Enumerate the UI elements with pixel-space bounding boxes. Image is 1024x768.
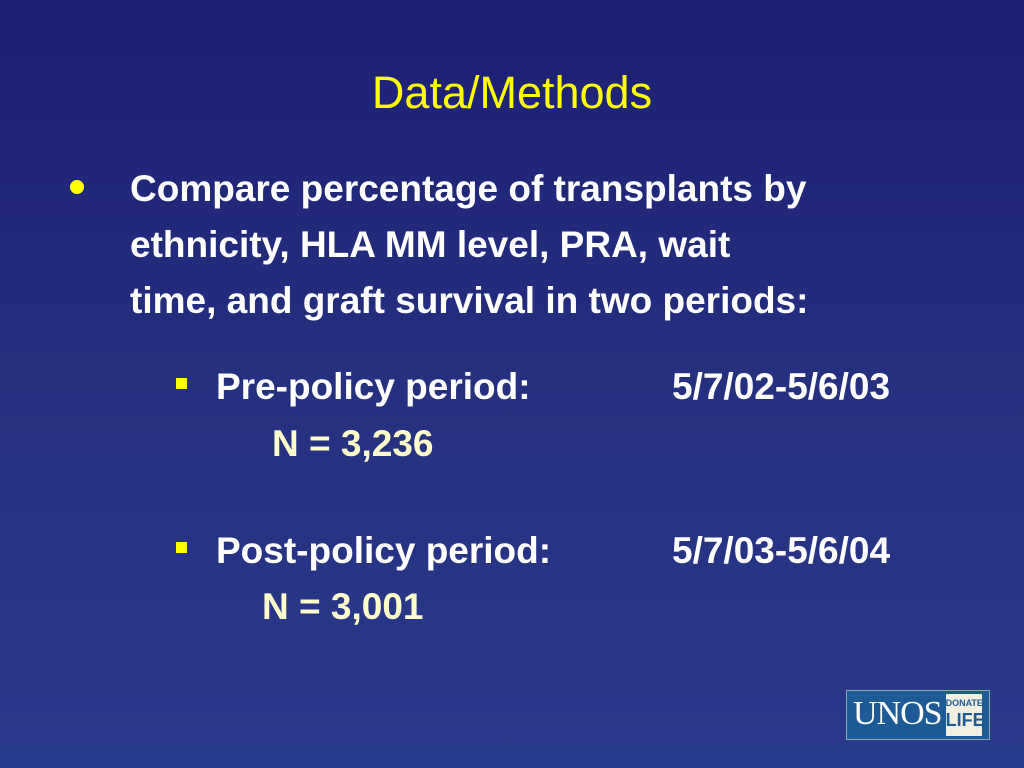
- logo-badge-top: DONATE: [945, 698, 983, 708]
- slide-title: Data/Methods: [371, 67, 653, 118]
- period-label: Pre-policy period:: [216, 366, 531, 407]
- bullet-line: time, and graft survival in two periods:: [130, 280, 809, 321]
- period-dates: 5/7/03-5/6/04: [672, 530, 891, 571]
- period-label: Post-policy period:: [216, 530, 552, 571]
- logo-badge: DONATE LIFE: [945, 694, 985, 736]
- period-count: N = 3,001: [262, 586, 424, 627]
- period-count: N = 3,236: [272, 423, 434, 464]
- sub-bullet-square: [176, 378, 187, 389]
- period-dates: 5/7/02-5/6/03: [672, 366, 891, 407]
- logo-badge-bottom: LIFE: [945, 710, 985, 730]
- sub-bullet-square: [176, 542, 187, 553]
- logo-text: UNOS: [853, 695, 943, 732]
- logo: UNOS DONATE LIFE: [846, 690, 990, 740]
- bullet-line: ethnicity, HLA MM level, PRA, wait: [130, 224, 731, 265]
- bullet-dot: [70, 180, 84, 194]
- bullet-line: Compare percentage of transplants by: [130, 168, 807, 209]
